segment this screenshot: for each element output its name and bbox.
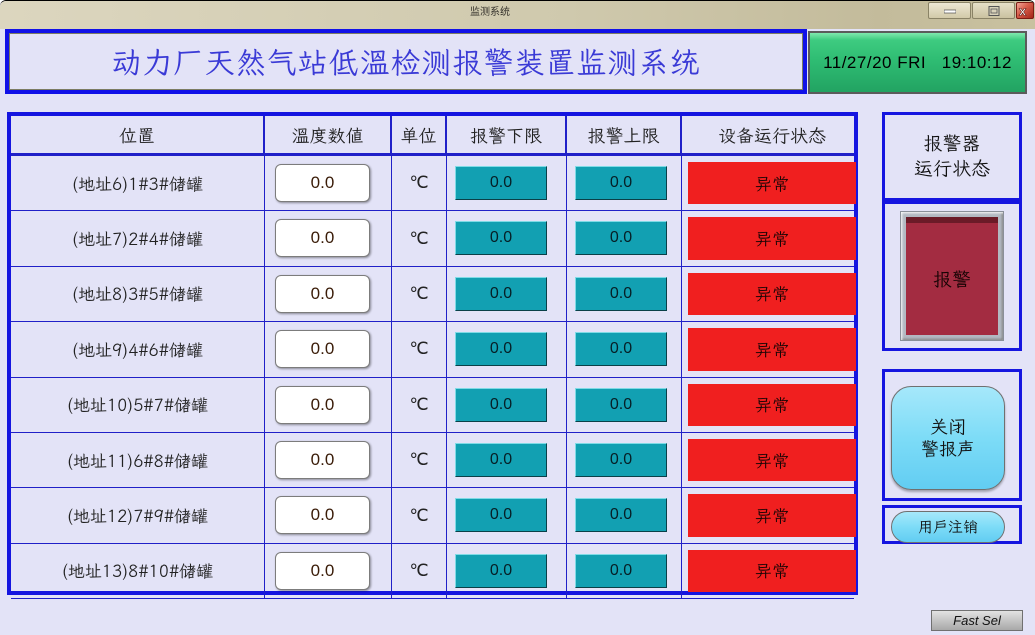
svg-text:x: x: [1019, 5, 1027, 17]
